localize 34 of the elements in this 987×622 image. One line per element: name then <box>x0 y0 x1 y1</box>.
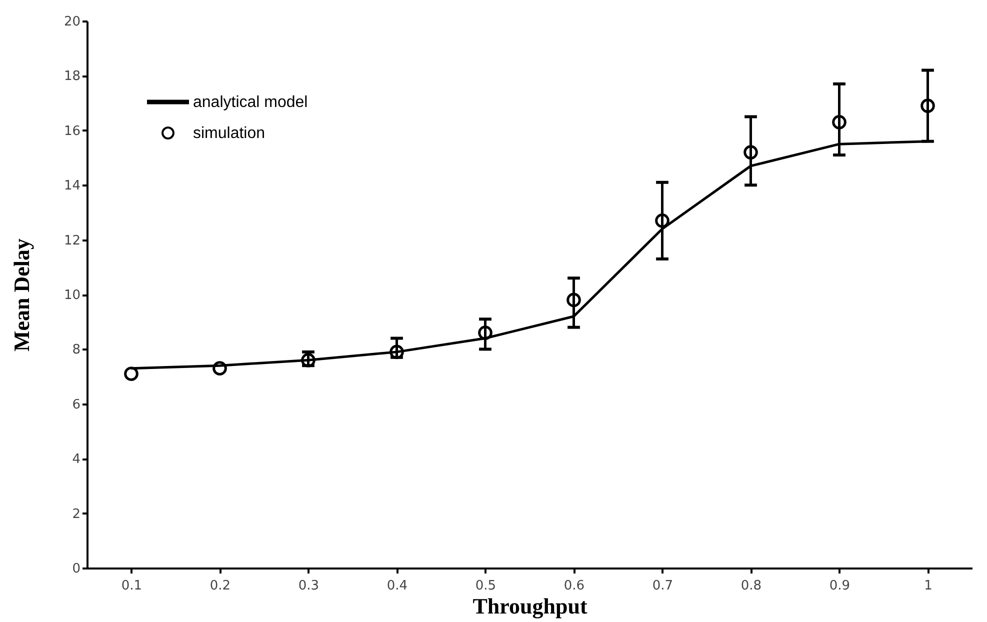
y-tick-label: 8 <box>72 342 80 358</box>
y-tick-label: 12 <box>64 233 80 248</box>
y-tick-label: 20 <box>64 14 80 30</box>
y-tick-label: 18 <box>64 69 80 84</box>
point <box>744 145 758 160</box>
x-tick-label: 0.6 <box>564 578 585 594</box>
point <box>478 326 492 340</box>
x-tick-label: 0.1 <box>121 578 142 594</box>
x-tick-label: 0.8 <box>740 578 762 594</box>
x-tick-label: 0.3 <box>298 578 320 594</box>
point <box>920 98 935 113</box>
x-tick-label: 0.7 <box>652 578 674 594</box>
point <box>566 292 581 308</box>
x-tick-label: 0.9 <box>829 578 850 594</box>
x-tick-label: 1 <box>924 578 932 594</box>
point <box>832 115 846 130</box>
point <box>212 361 227 376</box>
y-tick-label: 0 <box>72 562 80 576</box>
y-tick-label: 2 <box>72 506 80 522</box>
legend-label: simulation <box>193 125 266 142</box>
y-tick-label: 10 <box>64 288 80 303</box>
x-tick-label: 0.5 <box>475 578 496 594</box>
point <box>124 366 138 381</box>
y-tick-label: 16 <box>64 124 80 139</box>
x-tick-label: 0.2 <box>210 578 231 594</box>
point <box>655 214 670 228</box>
x-axis-title: Throughput <box>472 594 588 618</box>
y-tick-label: 6 <box>72 397 80 412</box>
x-tick-label: 0.4 <box>386 578 408 594</box>
legend-label: analytical model <box>193 94 308 111</box>
y-tick-label: 4 <box>72 452 80 468</box>
y-tick-label: 14 <box>64 178 80 194</box>
point <box>301 352 316 368</box>
y-axis-title: Mean Delay <box>8 238 34 352</box>
